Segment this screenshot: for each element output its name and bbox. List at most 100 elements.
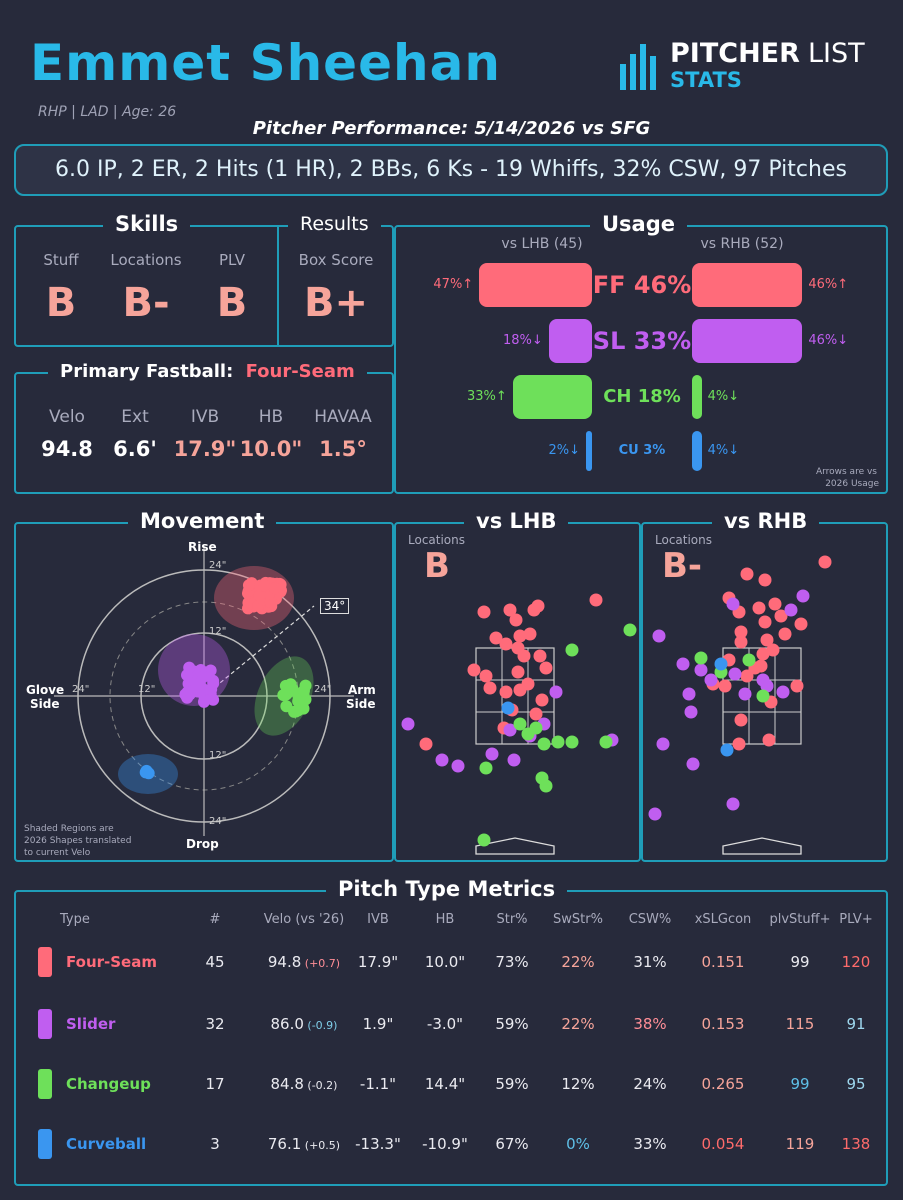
pitcherlist-logo: PITCHER LIST STATS [618, 38, 888, 94]
cu-point [140, 764, 153, 777]
ff-location-point [752, 601, 766, 615]
metrics-title: Pitch Type Metrics [326, 876, 568, 902]
ff-location-point [740, 669, 754, 683]
locations-label: Locations [110, 251, 182, 269]
ch-location-point [742, 653, 756, 667]
usage-lhb-header: vs LHB (45) [501, 236, 583, 252]
fb-hb-label: HB [258, 407, 284, 427]
sl-location-point [507, 753, 521, 767]
sl-location-point [401, 717, 415, 731]
fb-ext-label: Ext [121, 407, 149, 427]
fb-havaa-value: 1.5° [319, 437, 367, 461]
ff-location-point [489, 631, 503, 645]
summary-box: 6.0 IP, 2 ER, 2 Hits (1 HR), 2 BBs, 6 Ks… [14, 144, 888, 196]
results-title: Results [288, 211, 381, 237]
movement-note-2: 2026 Shapes translated [24, 836, 132, 846]
ff-location-point [762, 733, 776, 747]
ring-tick: 24" [314, 684, 331, 695]
rhb-title: vs RHB [712, 508, 820, 534]
ring-tick: 24" [209, 560, 226, 571]
usage-bar-lhb [512, 375, 592, 419]
rhb-location-chart [648, 555, 832, 855]
ring-tick: 12" [209, 626, 226, 637]
ring-tick: 12" [209, 750, 226, 761]
ch-location-point [565, 735, 579, 749]
usage-pitch-label: CU 3% [618, 443, 666, 458]
usage-rhb-pct: 4%↓ [707, 443, 740, 458]
ff-location-point [818, 555, 832, 569]
ch-location-point [565, 643, 579, 657]
sl-point [194, 685, 207, 698]
movement-arm: Arm [348, 683, 376, 697]
usage-lhb-pct: 33%↑ [467, 389, 507, 404]
fb-havaa-label: HAVAA [314, 407, 372, 427]
ff-location-point [511, 641, 525, 655]
logo-list: LIST [808, 38, 865, 69]
ff-location-point [732, 737, 746, 751]
movement-note-3: to current Velo [24, 848, 91, 858]
ff-location-point [509, 613, 523, 627]
sl-location-point [686, 757, 700, 771]
cu-location-point [720, 743, 734, 757]
usage-lhb-pct: 47%↑ [433, 277, 474, 292]
sl-location-point [648, 807, 662, 821]
ff-location-point [539, 661, 553, 675]
ff-location-point [766, 643, 780, 657]
sl-location-point [694, 663, 708, 677]
lhb-location-chart [401, 593, 637, 855]
usage-lhb-pct: 2%↓ [548, 443, 580, 458]
fastball-panel [14, 372, 394, 494]
ff-location-point [589, 593, 603, 607]
cu-location-point [714, 657, 728, 671]
ff-location-point [740, 567, 754, 581]
usage-bar-rhb [692, 263, 803, 307]
usage-bar-rhb [692, 431, 702, 471]
cu-location-point [501, 701, 515, 715]
usage-title: Usage [590, 211, 687, 237]
fb-hb-value: 10.0" [239, 437, 303, 461]
sl-location-point [656, 737, 670, 751]
stuff-label: Stuff [43, 251, 79, 269]
usage-pitch-label: CH 18% [603, 386, 681, 407]
sl-location-point [676, 657, 690, 671]
ch-location-point [537, 737, 551, 751]
movement-drop: Drop [186, 837, 219, 851]
movement-chart: 24" 12" 12" 24" 24" 12" 24" [54, 546, 354, 836]
rhb-locations-label: Locations [655, 533, 713, 547]
ch-location-point [529, 721, 543, 735]
ff-location-point [758, 573, 772, 587]
performance-title: Pitcher Performance: 5/14/2026 vs SFG [252, 118, 651, 139]
ff-location-point [467, 663, 481, 677]
ff-location-point [760, 633, 774, 647]
ff-location-point [531, 599, 545, 613]
fb-velo-label: Velo [49, 407, 85, 427]
arm-angle-line [203, 605, 315, 697]
stuff-grade: B [45, 280, 77, 326]
fb-ivb-label: IVB [190, 407, 220, 427]
ff-location-point [734, 713, 748, 727]
logo-pitcher: PITCHER [670, 38, 800, 69]
sl-location-point [726, 597, 740, 611]
sl-point [181, 669, 194, 682]
fastball-title: Primary Fastball: Four-Seam [48, 359, 367, 385]
pitcher-name: Emmet Sheehan [30, 34, 501, 92]
ff-location-point [513, 629, 527, 643]
skills-panel [14, 225, 394, 347]
sl-point [197, 695, 210, 708]
sl-location-point [726, 797, 740, 811]
usage-lhb-pct: 18%↓ [503, 333, 543, 348]
sl-location-point [760, 679, 774, 693]
ff-location-point [419, 737, 433, 751]
sl-location-point [435, 753, 449, 767]
ff-location-point [523, 627, 537, 641]
bars-logo-icon [620, 44, 656, 90]
ff-location-point [768, 597, 782, 611]
ff-location-point [734, 635, 748, 649]
ff-location-point [533, 649, 547, 663]
ff-location-point [758, 615, 772, 629]
skills-title: Skills [103, 211, 191, 237]
plv-label: PLV [218, 251, 245, 269]
ring-tick: 12" [138, 684, 155, 695]
ch-location-point [756, 689, 770, 703]
ring-tick: 24" [209, 816, 226, 827]
